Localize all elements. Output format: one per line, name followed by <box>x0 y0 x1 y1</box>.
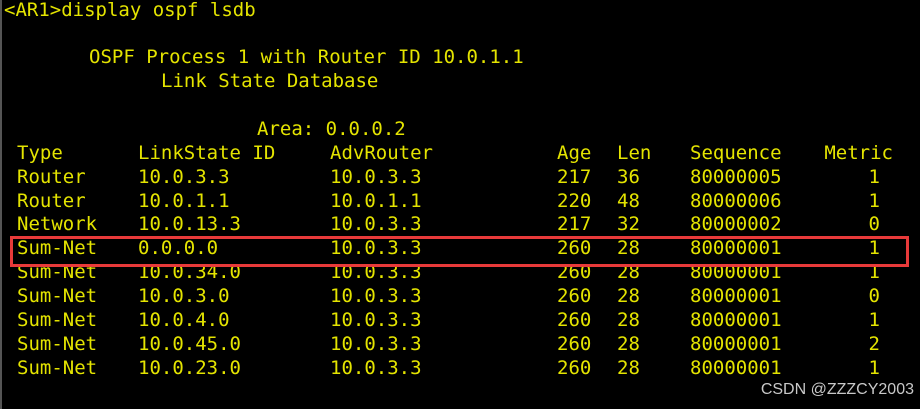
cell-type: Network <box>17 213 98 235</box>
cell-metric: 2 <box>868 333 880 355</box>
cell-type: Router <box>17 166 86 188</box>
cell-age: 260 <box>557 309 592 331</box>
col-type: Type <box>17 142 63 164</box>
cell-len: 28 <box>617 237 640 259</box>
cell-len: 48 <box>617 190 640 212</box>
cell-linkstate-id: 10.0.13.3 <box>138 213 241 235</box>
col-sequence: Sequence <box>690 142 782 164</box>
cell-metric: 1 <box>868 309 880 331</box>
process-line: OSPF Process 1 with Router ID 10.0.1.1 <box>89 46 524 68</box>
highlight-box <box>10 236 909 267</box>
watermark: CSDN @ZZZCY2003 <box>760 381 914 398</box>
cell-sequence: 80000001 <box>690 285 782 307</box>
cell-age: 260 <box>557 333 592 355</box>
db-title: Link State Database <box>161 70 379 92</box>
cell-age: 260 <box>557 285 592 307</box>
table-row: Sum-Net 10.0.45.0 10.0.3.3 260 28 80000001 2 <box>0 332 920 356</box>
cell-metric: 0 <box>868 213 880 235</box>
cell-type: Sum-Net <box>17 237 98 259</box>
cell-age: 217 <box>557 213 592 235</box>
cell-linkstate-id: 10.0.3.3 <box>138 166 230 188</box>
table-row: Sum-Net 10.0.3.0 10.0.3.3 260 28 80000001 0 <box>0 284 920 308</box>
cell-len: 32 <box>617 213 640 235</box>
cell-advrouter: 10.0.3.3 <box>330 357 422 379</box>
cell-type: Sum-Net <box>17 285 98 307</box>
cell-advrouter: 10.0.3.3 <box>330 213 422 235</box>
table-row: Sum-Net 0.0.0.0 10.0.3.3 260 28 80000001 1 <box>0 236 920 260</box>
cell-advrouter: 10.0.1.1 <box>330 190 422 212</box>
table-row: Network 10.0.13.3 10.0.3.3 217 32 80000002 0 <box>0 212 920 236</box>
area-line: Area: 0.0.0.2 <box>257 118 406 140</box>
cell-sequence: 80000005 <box>690 166 782 188</box>
cell-sequence: 80000001 <box>690 309 782 331</box>
cell-sequence: 80000006 <box>690 190 782 212</box>
col-age: Age <box>557 142 592 164</box>
cell-sequence: 80000002 <box>690 213 782 235</box>
cell-age: 220 <box>557 190 592 212</box>
table-row: Sum-Net 10.0.4.0 10.0.3.3 260 28 80000001 1 <box>0 308 920 332</box>
cell-metric: 1 <box>868 357 880 379</box>
cell-metric: 0 <box>868 285 880 307</box>
cell-type: Router <box>17 190 86 212</box>
cell-advrouter: 10.0.3.3 <box>330 166 422 188</box>
cell-advrouter: 10.0.3.3 <box>330 333 422 355</box>
cell-sequence: 80000001 <box>690 237 782 259</box>
cell-advrouter: 10.0.3.3 <box>330 309 422 331</box>
col-linkstate-id: LinkState ID <box>138 142 276 164</box>
cell-linkstate-id: 0.0.0.0 <box>138 237 219 259</box>
cell-linkstate-id: 10.0.23.0 <box>138 357 241 379</box>
table-header: Type LinkState ID AdvRouter Age Len Sequ… <box>0 141 920 165</box>
table-row: Sum-Net 10.0.23.0 10.0.3.3 260 28 80000001 1 <box>0 356 920 380</box>
cell-len: 36 <box>617 166 640 188</box>
cell-sequence: 80000001 <box>690 357 782 379</box>
cell-len: 28 <box>617 309 640 331</box>
cell-metric: 1 <box>868 237 880 259</box>
cell-advrouter: 10.0.3.3 <box>330 285 422 307</box>
cell-age: 217 <box>557 166 592 188</box>
cell-metric: 1 <box>868 261 880 283</box>
cell-len: 28 <box>617 357 640 379</box>
table-row: Router 10.0.3.3 10.0.3.3 217 36 80000005 1 <box>0 165 920 189</box>
cell-linkstate-id: 10.0.1.1 <box>138 190 230 212</box>
command-prompt: <AR1>display ospf lsdb <box>4 0 256 21</box>
terminal-border <box>0 0 2 409</box>
cell-type: Sum-Net <box>17 357 98 379</box>
cell-age: 260 <box>557 237 592 259</box>
cell-linkstate-id: 10.0.3.0 <box>138 285 230 307</box>
col-advrouter: AdvRouter <box>330 142 433 164</box>
col-metric: Metric <box>824 142 893 164</box>
cell-age: 260 <box>557 357 592 379</box>
table-row: Router 10.0.1.1 10.0.1.1 220 48 80000006 1 <box>0 189 920 213</box>
cell-sequence: 80000001 <box>690 333 782 355</box>
cell-linkstate-id: 10.0.45.0 <box>138 333 241 355</box>
cell-len: 28 <box>617 333 640 355</box>
cell-metric: 1 <box>868 190 880 212</box>
cell-metric: 1 <box>868 166 880 188</box>
cell-type: Sum-Net <box>17 309 98 331</box>
cell-len: 28 <box>617 285 640 307</box>
cell-linkstate-id: 10.0.4.0 <box>138 309 230 331</box>
col-len: Len <box>617 142 652 164</box>
cell-advrouter: 10.0.3.3 <box>330 237 422 259</box>
cell-type: Sum-Net <box>17 333 98 355</box>
